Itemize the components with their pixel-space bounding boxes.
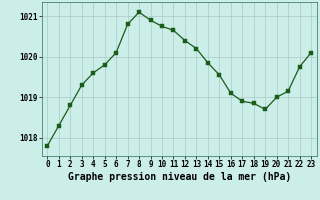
- X-axis label: Graphe pression niveau de la mer (hPa): Graphe pression niveau de la mer (hPa): [68, 172, 291, 182]
